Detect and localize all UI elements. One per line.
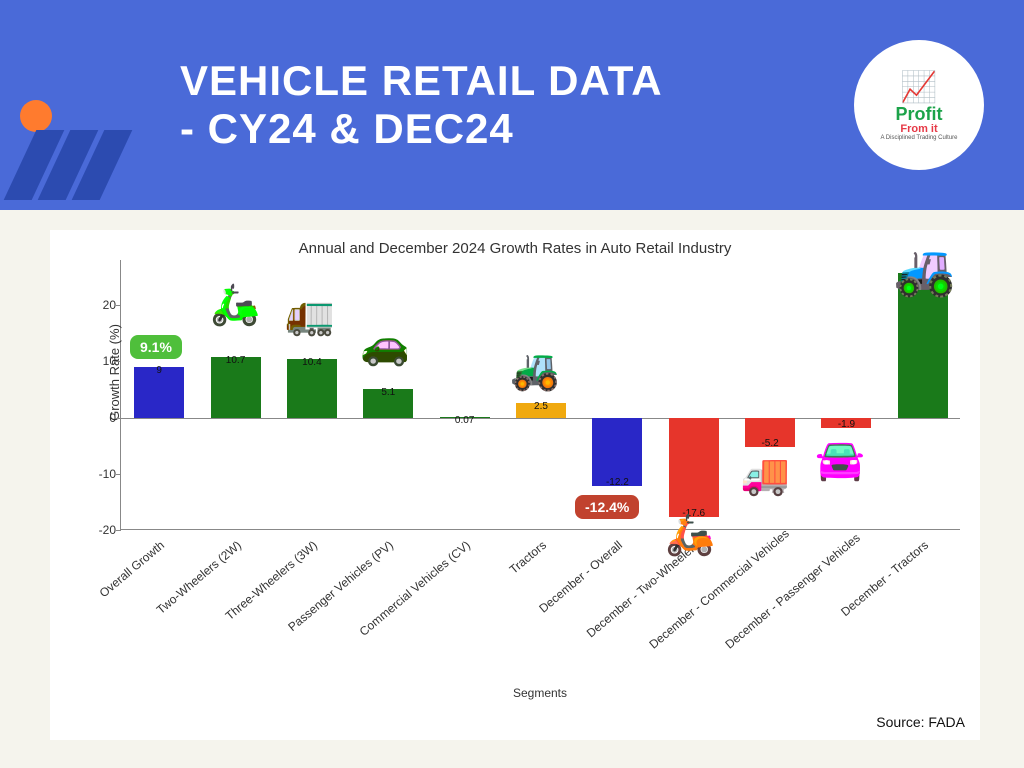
y-tick: 0 (86, 411, 116, 425)
y-tick: 20 (86, 298, 116, 312)
bar: -17.6 (669, 418, 719, 517)
truck-red-icon: 🚚 (740, 455, 790, 495)
x-tick: Tractors (417, 538, 549, 652)
y-tick: -20 (86, 523, 116, 537)
bar-value: -1.9 (838, 419, 855, 430)
chart-panel: Annual and December 2024 Growth Rates in… (50, 230, 980, 740)
bar-value: -5.2 (761, 438, 778, 449)
x-tick: Three-Wheelers (3W) (188, 538, 320, 652)
x-tick: December - Passenger Vehicles (723, 538, 855, 652)
x-axis-label: Segments (513, 686, 567, 700)
bar: 2.5 (516, 403, 566, 417)
bar-value: 5.1 (381, 387, 395, 398)
bar-value: 10.4 (302, 357, 321, 368)
bar: 10.4 (287, 359, 337, 418)
scooter-red-icon: 🛵 (665, 515, 715, 555)
x-axis-area: Segments Overall GrowthTwo-Wheelers (2W)… (120, 530, 960, 710)
page-title: VEHICLE RETAIL DATA - CY24 & DEC24 (180, 57, 663, 154)
x-tick: Passenger Vehicles (PV) (265, 538, 397, 652)
bar: 10.7 (211, 357, 261, 417)
decor-slashes (20, 130, 122, 205)
x-tick: December - Tractors (799, 538, 931, 652)
bar-value: 10.7 (226, 355, 245, 366)
page-header: VEHICLE RETAIL DATA - CY24 & DEC24 📈 Pro… (0, 0, 1024, 210)
negative-badge: -12.4% (575, 495, 639, 519)
y-axis-label: Growth Rate (%) (107, 324, 122, 421)
bar: 5.1 (363, 389, 413, 418)
x-tick: Commercial Vehicles (CV) (341, 538, 473, 652)
x-tick: Overall Growth (36, 538, 168, 652)
y-tick: -10 (86, 467, 116, 481)
decor-dot (20, 100, 52, 132)
x-tick: Two-Wheelers (2W) (112, 538, 244, 652)
x-tick: December - Overall (494, 538, 626, 652)
logo-subbrand: From it (900, 123, 937, 135)
logo-tagline: A Disciplined Trading Culture (880, 135, 957, 141)
source-attribution: Source: FADA (876, 714, 965, 730)
chart-title: Annual and December 2024 Growth Rates in… (50, 230, 980, 257)
tractor-green-icon: 🚜 (894, 245, 956, 295)
bar: -12.2 (592, 418, 642, 487)
y-tick: 10 (86, 354, 116, 368)
bar-value: 0.07 (455, 415, 474, 426)
scooter-green-icon: 🛵 (210, 285, 260, 325)
car-green-icon: 🚗 (360, 325, 410, 365)
positive-badge: 9.1% (130, 335, 182, 359)
bar-value: -12.2 (606, 477, 629, 488)
bar-value: 2.5 (534, 401, 548, 412)
bar: -1.9 (821, 418, 871, 429)
bar: 9 (134, 367, 184, 418)
bar: 0.07 (440, 417, 490, 418)
bar-value: 9 (156, 365, 162, 376)
tractor-orange-icon: 🚜 (510, 350, 560, 390)
brand-logo: 📈 Profit From it A Disciplined Trading C… (854, 40, 984, 170)
logo-brand: Profit (896, 105, 943, 123)
logo-arrow-icon: 📈 (900, 70, 937, 105)
car-red-icon: 🚘 (815, 440, 865, 480)
truck-green-icon: 🚛 (285, 295, 335, 335)
bar: -5.2 (745, 418, 795, 447)
